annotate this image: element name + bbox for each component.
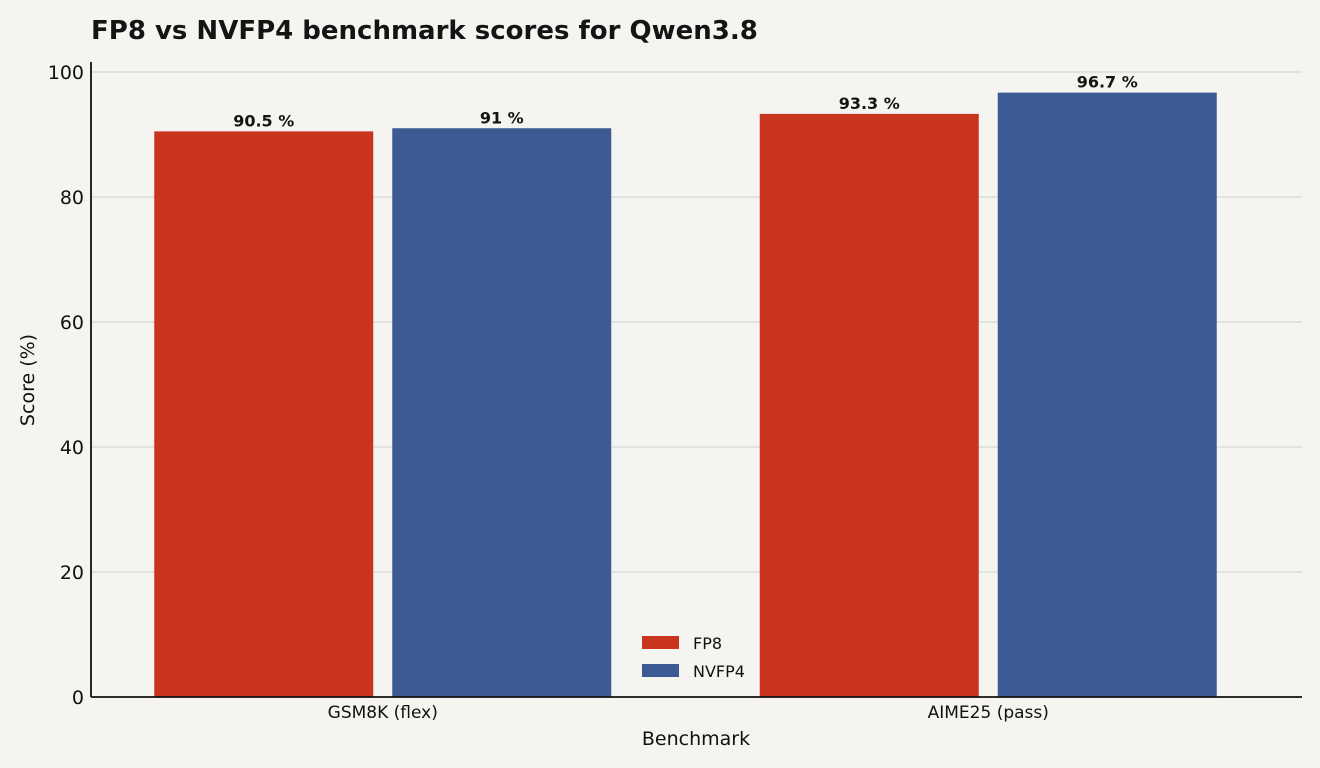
legend-swatch-nvfp4 bbox=[642, 664, 679, 677]
x-tick-label: AIME25 (pass) bbox=[928, 703, 1049, 723]
y-tick-label: 60 bbox=[60, 312, 84, 334]
y-axis-label: Score (%) bbox=[17, 334, 39, 426]
data-label: 90.5 % bbox=[233, 111, 294, 130]
legend-label: NVFP4 bbox=[693, 662, 745, 681]
tick-labels: 0 20 40 60 80 100 GSM8K (flex) AIME25 (pass) bbox=[48, 62, 1049, 723]
axes bbox=[90, 62, 1302, 698]
x-tick-label: GSM8K (flex) bbox=[328, 703, 438, 723]
data-labels: 90.5 % 91 % 93.3 % 96.7 % bbox=[233, 73, 1138, 131]
y-tick-label: 100 bbox=[48, 62, 84, 84]
y-tick-label: 20 bbox=[60, 562, 84, 584]
legend: FP8 NVFP4 bbox=[642, 634, 745, 681]
bars bbox=[154, 92, 1217, 697]
chart-title: FP8 vs NVFP4 benchmark scores for Qwen3.… bbox=[91, 16, 758, 46]
data-label: 93.3 % bbox=[839, 94, 900, 113]
data-label: 96.7 % bbox=[1077, 73, 1138, 92]
legend-swatch-fp8 bbox=[642, 636, 679, 649]
bar-fp8-0 bbox=[154, 131, 374, 697]
data-label: 91 % bbox=[480, 108, 524, 127]
legend-label: FP8 bbox=[693, 634, 722, 653]
bar-fp8-1 bbox=[759, 113, 979, 697]
bar-nvfp4-0 bbox=[392, 128, 612, 697]
bar-nvfp4-1 bbox=[997, 92, 1217, 697]
y-tick-label: 0 bbox=[72, 687, 84, 709]
y-tick-label: 80 bbox=[60, 187, 84, 209]
x-axis-label: Benchmark bbox=[642, 728, 750, 750]
y-tick-label: 40 bbox=[60, 437, 84, 459]
